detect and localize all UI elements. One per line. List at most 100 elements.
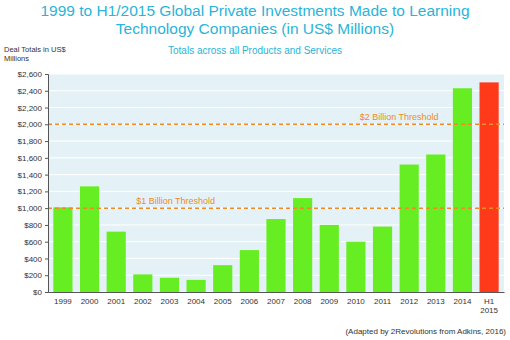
tick: 2007 — [267, 292, 285, 306]
tick: $2,600 — [18, 70, 48, 79]
tick: 2013 — [427, 292, 445, 306]
tick-label: 2002 — [134, 297, 152, 306]
grid-line — [48, 141, 504, 142]
tick: $0 — [33, 288, 48, 297]
tick-mark — [45, 91, 48, 92]
tick-label: 2007 — [267, 297, 285, 306]
tick: 2000 — [81, 292, 99, 306]
bar — [53, 207, 72, 292]
tick-mark — [45, 158, 48, 159]
tick-label: 2005 — [214, 297, 232, 306]
tick: 2003 — [161, 292, 179, 306]
tick: $200 — [24, 271, 48, 280]
tick-label: 2004 — [187, 297, 205, 306]
tick: 2011 — [374, 292, 392, 306]
bar — [240, 250, 259, 292]
tick-label: 2009 — [320, 297, 338, 306]
tick: $400 — [24, 255, 48, 264]
tick-label: $1,400 — [18, 171, 43, 180]
tick-label: 1999 — [54, 297, 72, 306]
grid-line — [48, 208, 504, 209]
tick: $2,200 — [18, 104, 48, 113]
source-note: (Adapted by 2Revolutions from Adkins, 20… — [345, 327, 506, 336]
tick-label: 2010 — [347, 297, 365, 306]
plot-area — [48, 74, 504, 292]
tick: 2014 — [454, 292, 472, 306]
tick: 2009 — [320, 292, 338, 306]
tick-label: 2012 — [400, 297, 418, 306]
tick: $1,200 — [18, 187, 48, 196]
tick-label: $2,600 — [18, 70, 43, 79]
tick-label: $600 — [24, 238, 42, 247]
tick: $600 — [24, 238, 48, 247]
bar — [426, 154, 445, 292]
tick-label: $1,200 — [18, 187, 43, 196]
bar — [320, 225, 339, 292]
tick-label: 2008 — [294, 297, 312, 306]
tick-label: 2006 — [240, 297, 258, 306]
grid-line — [48, 124, 504, 125]
background — [0, 0, 510, 340]
tick-mark — [45, 108, 48, 109]
threshold-line — [48, 207, 504, 209]
tick-label: $800 — [24, 221, 42, 230]
tick-label: 2011 — [374, 297, 392, 306]
threshold-line — [48, 124, 504, 126]
bar — [160, 278, 179, 292]
tick-label: 2014 — [454, 297, 472, 306]
tick: 2010 — [347, 292, 365, 306]
tick-mark — [45, 275, 48, 276]
axis-title: Deal Totals in US$Millions — [4, 45, 66, 63]
axis-line — [49, 292, 505, 293]
tick-label: $1,000 — [18, 204, 43, 213]
chart: 1999 to H1/2015 Global Private Investmen… — [0, 0, 510, 340]
tick: $1,400 — [18, 171, 48, 180]
tick-mark — [45, 74, 48, 75]
annotation: $2 Billion Threshold — [360, 112, 439, 122]
bars — [53, 82, 498, 292]
tick-mark — [45, 292, 48, 293]
tick: 2001 — [107, 292, 125, 306]
tick-mark — [45, 124, 48, 125]
subtitle: Totals across all Products and Services — [168, 45, 342, 56]
bar — [479, 82, 498, 292]
tick-label: $1,800 — [18, 137, 43, 146]
tick: $1,600 — [18, 154, 48, 163]
bar — [80, 186, 99, 292]
tick-label: 2001 — [107, 297, 125, 306]
grid-line — [48, 107, 504, 108]
bar — [373, 227, 392, 292]
tick-label: 2000 — [81, 297, 99, 306]
tick-mark — [45, 191, 48, 192]
tick: 2004 — [187, 292, 205, 306]
tick-label: $0 — [33, 288, 42, 297]
tick-mark — [45, 175, 48, 176]
bar — [293, 198, 312, 292]
bar — [346, 242, 365, 292]
tick: 2008 — [294, 292, 312, 306]
bar — [400, 165, 419, 292]
tick: $1,800 — [18, 137, 48, 146]
tick: 2006 — [240, 292, 258, 306]
tick: $2,400 — [18, 87, 48, 96]
tick-label: $400 — [24, 255, 42, 264]
bar — [133, 274, 152, 292]
axis-line — [45, 75, 49, 293]
bar — [266, 219, 285, 292]
y-axis: $0 $200 $400 $600 $800 $1,000 $1,200 $1,400 $1,6… — [18, 70, 49, 297]
grid — [48, 74, 504, 292]
tick-label: $200 — [24, 271, 42, 280]
bar — [213, 265, 232, 292]
tick: $800 — [24, 221, 48, 230]
bar — [187, 280, 206, 292]
tick-mark — [45, 258, 48, 259]
tick-mark — [45, 225, 48, 226]
tick-label: $2,200 — [18, 104, 43, 113]
tick-mark — [45, 141, 48, 142]
tick-label: $2,400 — [18, 87, 43, 96]
x-axis: 1999 2000 2001 2002 2003 2004 2005 2006 2007 2008… — [49, 292, 505, 315]
annotations: $1 Billion Threshold$2 Billion Threshold — [48, 112, 504, 208]
tick: H12015 — [480, 292, 498, 315]
tick-label: $1,600 — [18, 154, 43, 163]
tick: $1,000 — [18, 204, 48, 213]
